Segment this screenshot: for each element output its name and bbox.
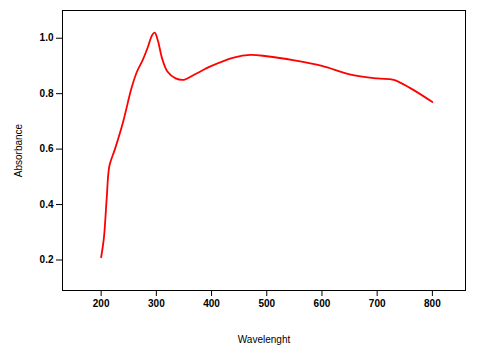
- svg-text:0.2: 0.2: [40, 254, 54, 265]
- svg-text:300: 300: [148, 298, 165, 309]
- svg-text:800: 800: [424, 298, 441, 309]
- svg-text:1.0: 1.0: [40, 32, 54, 43]
- svg-text:Wavelenght: Wavelenght: [238, 334, 291, 345]
- svg-text:0.6: 0.6: [40, 143, 54, 154]
- svg-text:600: 600: [314, 298, 331, 309]
- svg-text:200: 200: [93, 298, 110, 309]
- svg-text:400: 400: [203, 298, 220, 309]
- svg-text:0.4: 0.4: [40, 199, 54, 210]
- svg-text:700: 700: [369, 298, 386, 309]
- svg-text:0.8: 0.8: [40, 88, 54, 99]
- svg-text:Absorbance: Absorbance: [13, 123, 24, 177]
- svg-text:500: 500: [258, 298, 275, 309]
